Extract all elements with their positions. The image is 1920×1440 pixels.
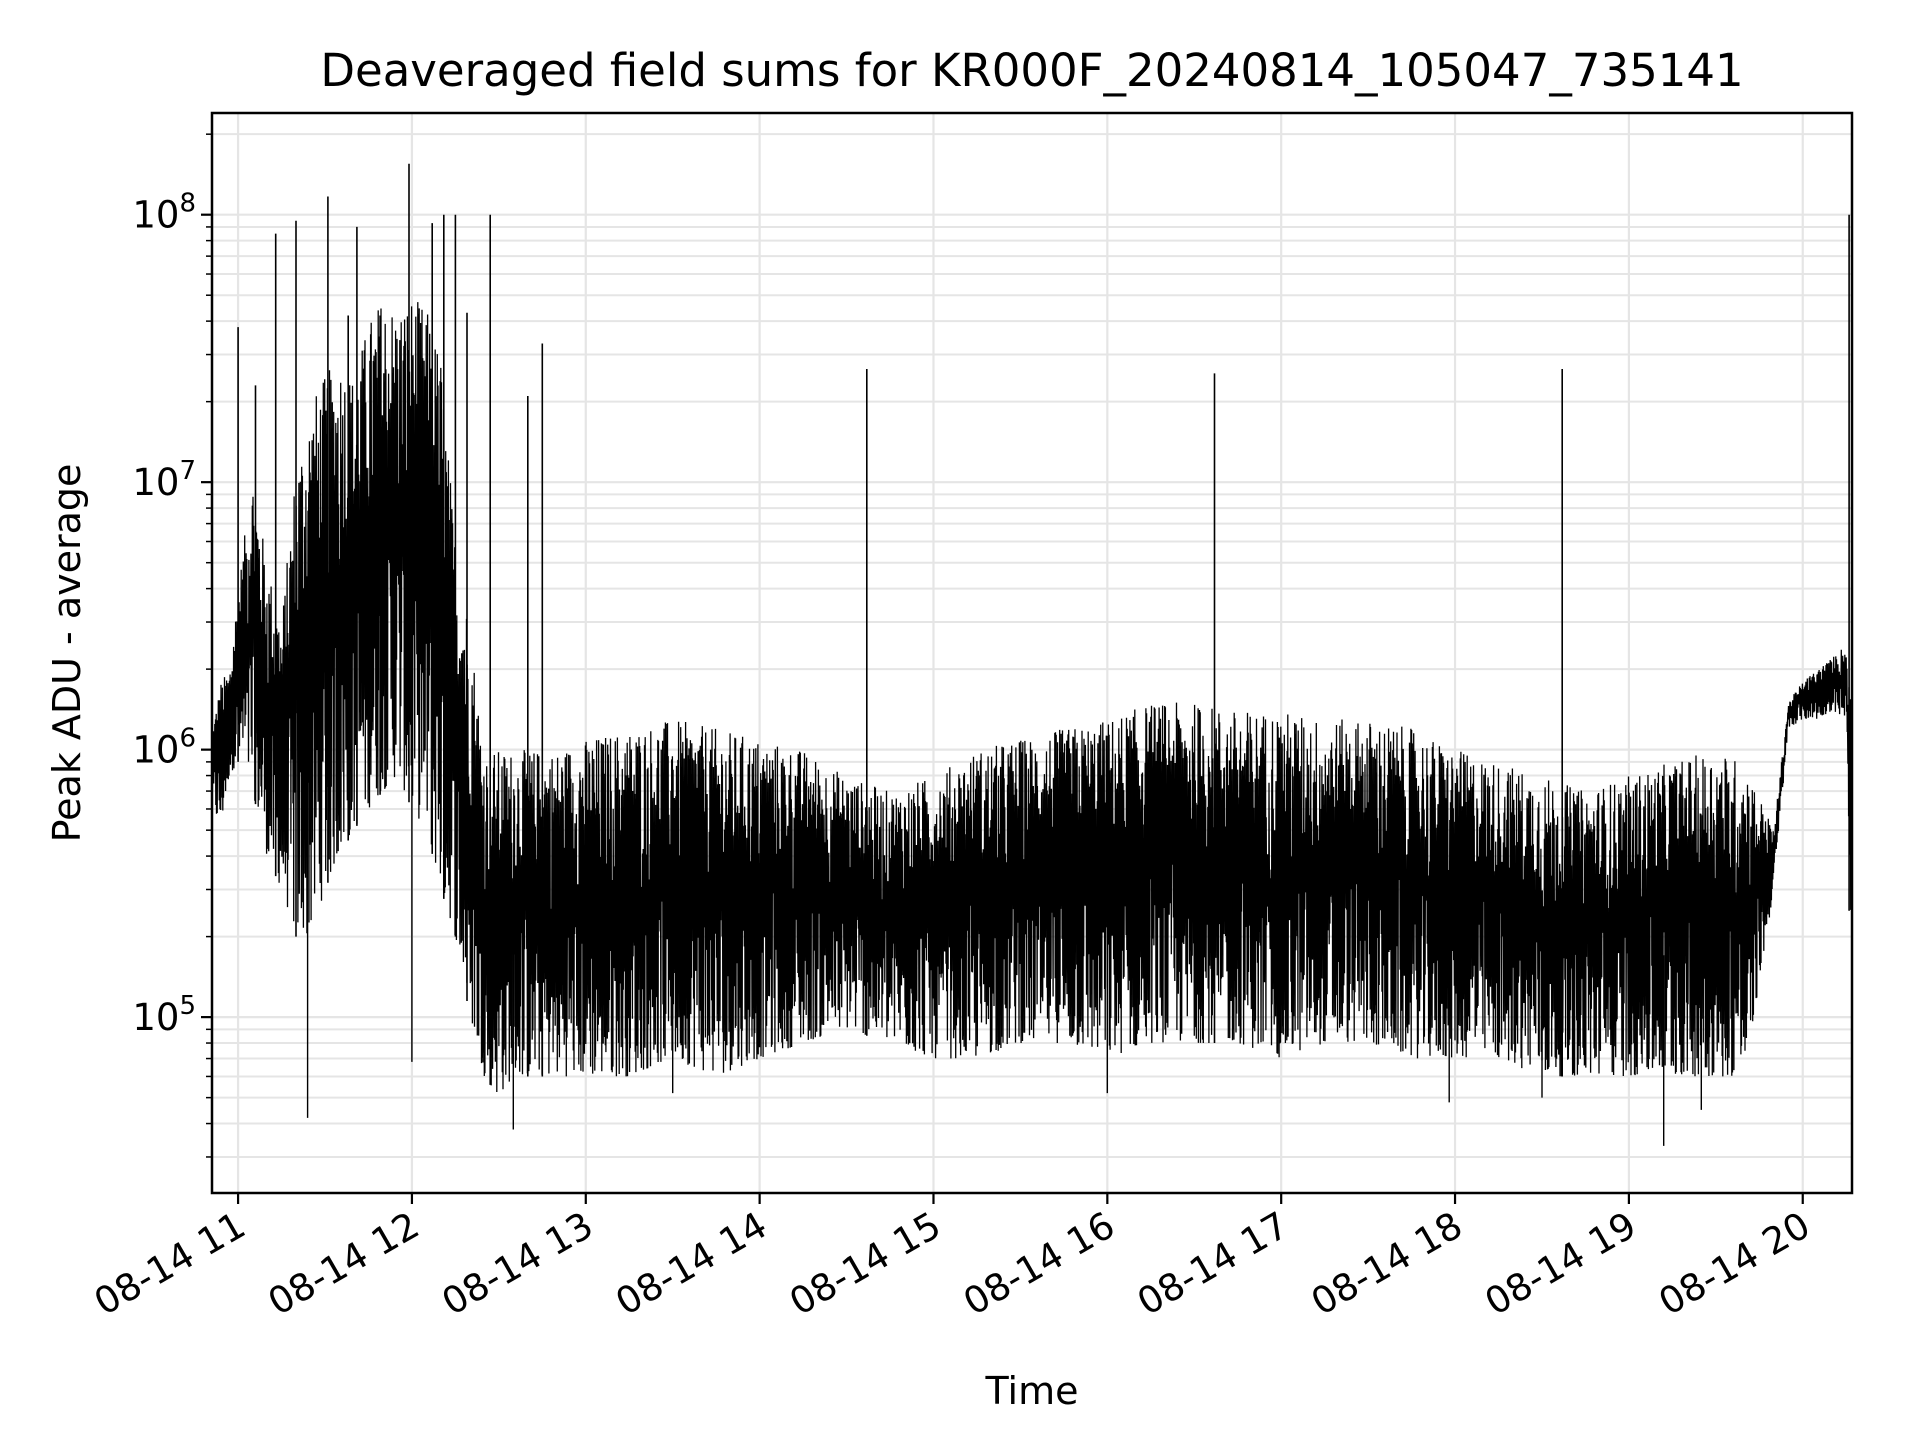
- x-axis-label: Time: [985, 1369, 1079, 1413]
- series-trace: [211, 302, 1853, 1093]
- y-axis-label: Peak ADU - average: [45, 464, 89, 843]
- chart-title: Deaveraged field sums for KR000F_2024081…: [320, 44, 1743, 97]
- plot-frame: [210, 111, 1854, 1195]
- data-series: [211, 163, 1853, 1146]
- y-tick-label: 107: [132, 456, 196, 504]
